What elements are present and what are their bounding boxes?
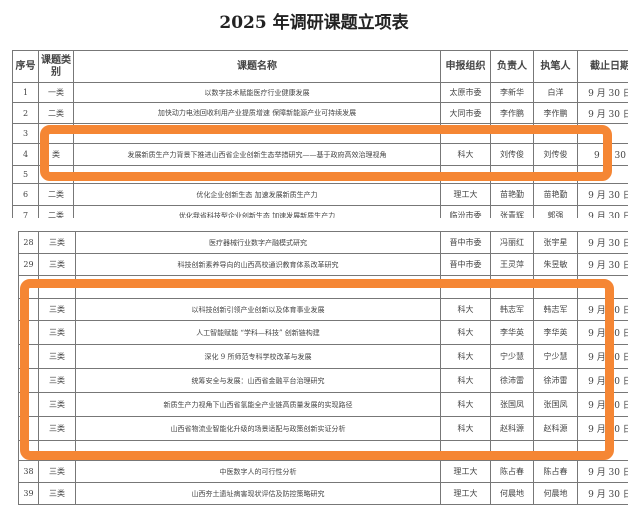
org-cell: 晋中市委 — [440, 253, 491, 276]
topic-cell: 统筹安全与发展：山西省金融平台治理研究 — [75, 368, 441, 393]
org-cell: 理工大 — [440, 460, 491, 483]
deadline-cell: 9 月 30 日 — [577, 231, 628, 254]
category-cell: 三类 — [38, 392, 76, 417]
leader-cell: 徐沛雷 — [490, 368, 534, 393]
seq-cell: 28 — [18, 231, 39, 254]
table-row: 三类 以科技创新引领产业创新以及体育事业发展 科大 韩志军 韩志军 9 月 30 日 — [18, 298, 628, 321]
seq-cell: 39 — [18, 482, 39, 505]
category-cell: 一类 — [38, 82, 74, 103]
topic-cell: 科技创新素养导向的山西高校通识教育体系改革研究 — [75, 253, 441, 276]
table-row: 三类 山西省物流业智能化升级的场景适配与政策创新实证分析 科大 赵科源 赵科源 9 月 3… — [18, 416, 628, 441]
deadline-cell: 9 月 30 日 — [577, 102, 628, 124]
category-cell: 二类 — [38, 183, 74, 206]
deadline-cell: 9 月 30 日 — [577, 253, 628, 276]
category-cell: 三类 — [38, 253, 76, 276]
topic-cell: 医疗器械行业数字产融模式研究 — [75, 231, 441, 254]
highlight-box-bottom — [20, 279, 614, 460]
leader-cell: 苗艳勤 — [490, 183, 534, 206]
deadline-cell: 9 月 30 日 — [577, 82, 628, 103]
writer-cell: 李作鹏 — [533, 102, 578, 124]
leader-cell: 李作鹏 — [490, 102, 534, 124]
deadline-cell: 9 月 30 日 — [577, 460, 628, 483]
org-cell: 科大 — [440, 320, 491, 345]
writer-cell: 陈占春 — [533, 460, 578, 483]
category-cell: 三类 — [38, 482, 76, 505]
seq-cell: 2 — [12, 102, 39, 124]
topic-cell: 新质生产力视角下山西省氢能全产业链高质量发展的实现路径 — [75, 392, 441, 417]
deadline-cell: 9 月 30 日 — [577, 183, 628, 206]
org-cell: 太原市委 — [440, 82, 491, 103]
table-row: 39 三类 山西夯土遗址病害现状评估及防控策略研究 理工大 何晨地 何晨地 9 月 30 日 — [18, 482, 628, 505]
table-row: 三类 新质生产力视角下山西省氢能全产业链高质量发展的实现路径 科大 张国凤 张国凤 9 月… — [18, 392, 628, 417]
topic-cell: 加快动力电池回收利用产业提质增速 保障新能源产业可持续发展 — [73, 102, 441, 124]
org-cell: 理工大 — [440, 482, 491, 505]
seq-cell: 1 — [12, 82, 39, 103]
deadline-cell: 9 月 30 日 — [577, 482, 628, 505]
table-row: 三类 人工智能赋能 “学科—科技” 创新链构建 科大 李华英 李华英 9 月 30 日 — [18, 320, 628, 345]
writer-cell: 苗艳勤 — [533, 183, 578, 206]
table-row: 38 三类 中医数字人的可行性分析 理工大 陈占春 陈占春 9 月 30 日 — [18, 460, 628, 483]
leader-cell: 王灵萍 — [490, 253, 534, 276]
table-row: 29 三类 科技创新素养导向的山西高校通识教育体系改革研究 晋中市委 王灵萍 朱昱敏 9 月… — [18, 253, 628, 276]
category-cell: 三类 — [38, 460, 76, 483]
category-cell: 三类 — [38, 416, 76, 441]
header-cell: 截止日期 — [577, 50, 628, 83]
seq-cell: 5 — [12, 165, 39, 184]
writer-cell: 宁少慧 — [533, 344, 578, 369]
topic-cell: 深化 9 所师范专科学校改革与发展 — [75, 344, 441, 369]
header-cell: 申报组织 — [440, 50, 491, 83]
category-cell: 二类 — [38, 102, 74, 124]
header-cell: 序号 — [12, 50, 39, 83]
table-row: 2 二类 加快动力电池回收利用产业提质增速 保障新能源产业可持续发展 大同市委 李作鹏李… — [12, 102, 628, 124]
seq-cell: 4 — [12, 143, 39, 166]
org-cell: 晋中市委 — [440, 231, 491, 254]
table-row: 28 三类 医疗器械行业数字产融模式研究 晋中市委 冯丽红 张宇星 9 月 30 日 — [18, 231, 628, 254]
header-cell: 课题名称 — [73, 50, 441, 83]
header-cell: 执笔人 — [533, 50, 578, 83]
highlight-box-top — [40, 125, 612, 181]
topic-cell: 优化企业创新生态 加速发展新质生产力 — [73, 183, 441, 206]
topic-cell: 山西省物流业智能化升级的场景适配与政策创新实证分析 — [75, 416, 441, 441]
category-cell: 三类 — [38, 231, 76, 254]
leader-cell: 何晨地 — [490, 482, 534, 505]
writer-cell: 朱昱敏 — [533, 253, 578, 276]
category-cell: 三类 — [38, 368, 76, 393]
org-cell: 大同市委 — [440, 102, 491, 124]
seq-cell: 3 — [12, 123, 39, 144]
leader-cell: 陈占春 — [490, 460, 534, 483]
table-header: 序号 课题类别 课题名称 申报组织 负责人 执笔人 截止日期 — [12, 50, 628, 83]
seq-cell: 29 — [18, 253, 39, 276]
table-row: 6 二类 优化企业创新生态 加速发展新质生产力 理工大 苗艳勤 苗艳勤 9 月 30 日 — [12, 183, 628, 206]
writer-cell: 张宇星 — [533, 231, 578, 254]
table-row: 1 一类 以数字技术赋能医疗行业健康发展 太原市委 李新华 白洋 9 月 30 日 — [12, 82, 628, 103]
topic-cell: 以数字技术赋能医疗行业健康发展 — [73, 82, 441, 103]
header-cell: 负责人 — [490, 50, 534, 83]
leader-cell: 冯丽红 — [490, 231, 534, 254]
topic-cell: 山西夯土遗址病害现状评估及防控策略研究 — [75, 482, 441, 505]
writer-cell: 白洋 — [533, 82, 578, 103]
writer-cell: 徐沛雷 — [533, 368, 578, 393]
header-cell: 课题类别 — [38, 50, 74, 83]
org-cell: 理工大 — [440, 183, 491, 206]
writer-cell: 何晨地 — [533, 482, 578, 505]
category-cell: 三类 — [38, 344, 76, 369]
table-row: 三类 统筹安全与发展：山西省金融平台治理研究 科大 徐沛雷 徐沛雷 9 月 30 日 — [18, 368, 628, 393]
seq-cell: 38 — [18, 460, 39, 483]
seq-cell: 6 — [12, 183, 39, 206]
leader-cell: 李新华 — [490, 82, 534, 103]
topic-cell: 中医数字人的可行性分析 — [75, 460, 441, 483]
document-title: 2025 年调研课题立项表 — [219, 13, 409, 33]
writer-cell: 李华英 — [533, 320, 578, 345]
